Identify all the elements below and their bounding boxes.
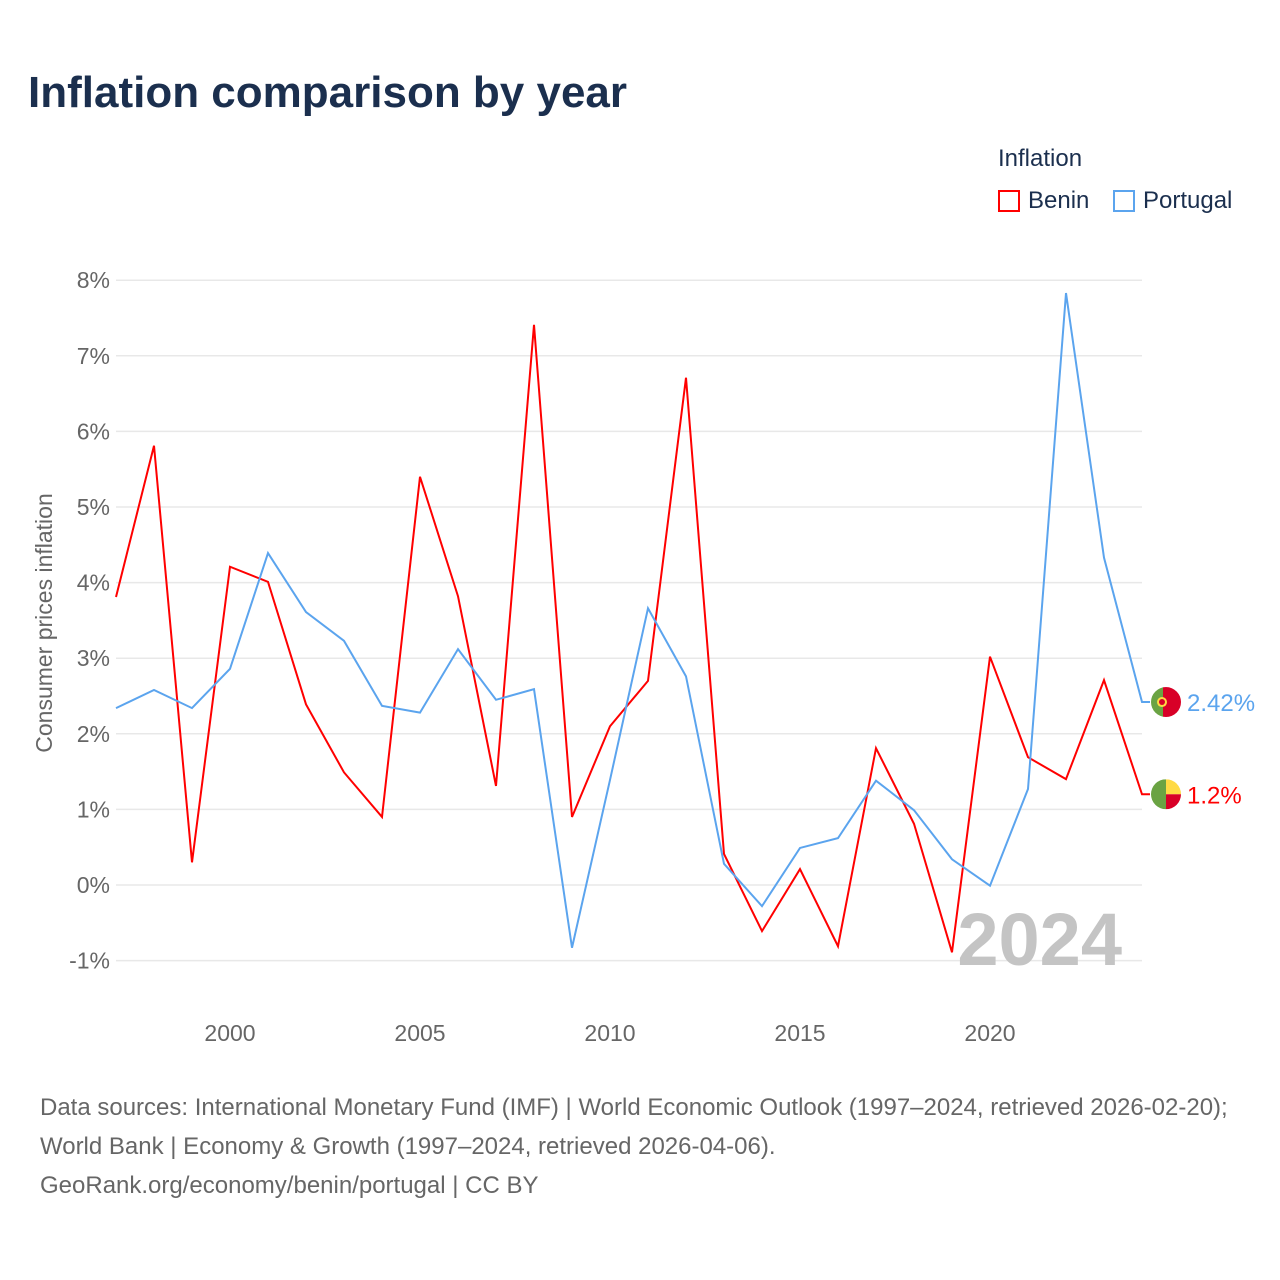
data-sources: Data sources: International Monetary Fun… xyxy=(40,1094,1228,1160)
legend-label: Benin xyxy=(1028,187,1090,214)
y-tick-label: 0% xyxy=(77,872,110,898)
y-tick-label: 7% xyxy=(77,343,110,369)
legend-title: Inflation xyxy=(998,145,1083,172)
x-tick-label: 2010 xyxy=(584,1020,635,1046)
credit-link[interactable]: GeoRank.org/economy/benin/portugal | CC … xyxy=(40,1172,539,1199)
x-tick-label: 2015 xyxy=(774,1020,825,1046)
portugal-flag-icon xyxy=(1151,687,1181,718)
benin-flag-icon xyxy=(1151,779,1181,810)
x-tick-label: 2005 xyxy=(394,1020,445,1046)
y-tick-label: -1% xyxy=(69,948,110,974)
series-line-portugal xyxy=(115,292,1150,948)
legend-label: Portugal xyxy=(1143,187,1233,214)
y-tick-label: 6% xyxy=(77,418,110,444)
y-tick-label: 8% xyxy=(77,267,110,293)
legend-swatch xyxy=(998,190,1020,212)
year-annotation: 2024 xyxy=(957,898,1122,981)
legend-item-benin[interactable]: Benin xyxy=(998,187,1089,215)
legend-item-portugal[interactable]: Portugal xyxy=(1113,187,1232,215)
end-label-portugal: 2.42% xyxy=(1187,690,1255,717)
y-tick-label: 5% xyxy=(77,494,110,520)
y-axis-label: Consumer prices inflation xyxy=(31,493,57,753)
chart-title: Inflation comparison by year xyxy=(28,68,628,117)
x-tick-label: 2000 xyxy=(204,1020,255,1046)
end-label-benin: 1.2% xyxy=(1187,782,1242,809)
y-tick-label: 1% xyxy=(77,796,110,822)
y-tick-label: 3% xyxy=(77,645,110,671)
footer: Data sources: International Monetary Fun… xyxy=(40,1088,1250,1205)
x-tick-label: 2020 xyxy=(964,1020,1015,1046)
series-line-benin xyxy=(115,324,1150,953)
y-tick-label: 2% xyxy=(77,721,110,747)
legend-swatch xyxy=(1113,190,1135,212)
y-tick-label: 4% xyxy=(77,570,110,596)
